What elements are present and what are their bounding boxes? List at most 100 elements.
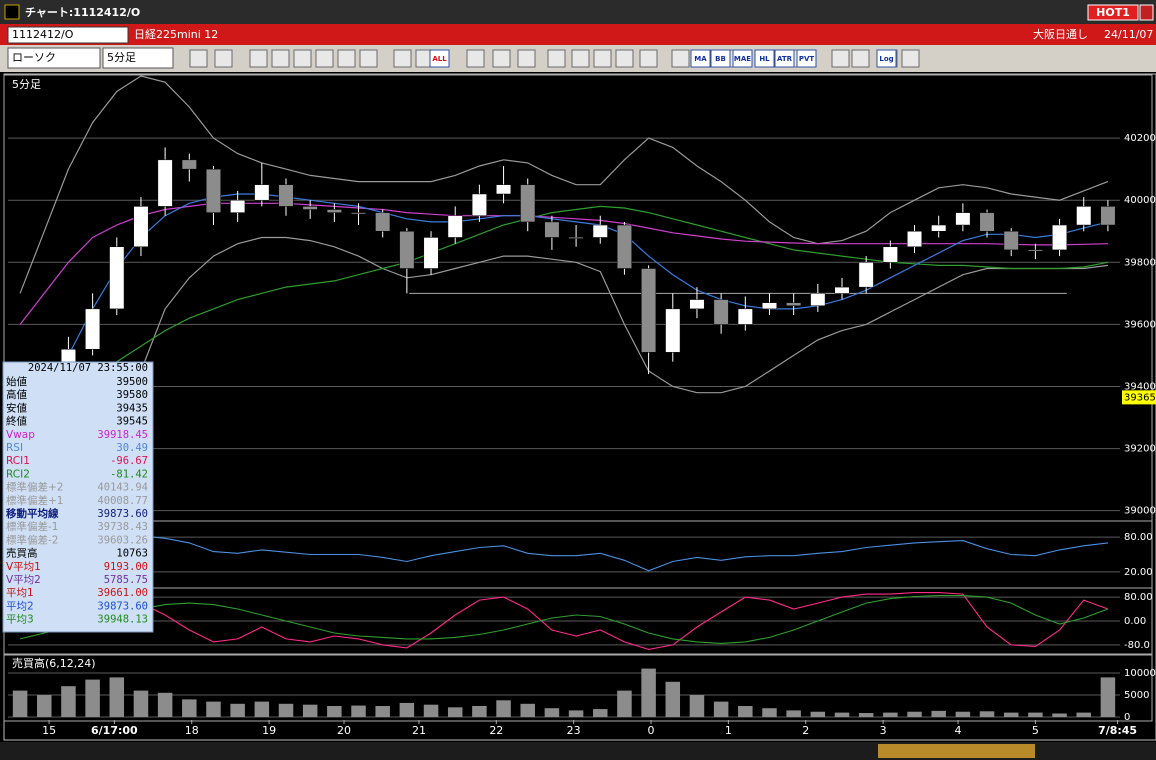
volume-bar — [1052, 713, 1067, 718]
toolbar-icon[interactable] — [851, 49, 870, 68]
candle-body — [641, 268, 657, 353]
toolbar-icon[interactable] — [293, 49, 312, 68]
chart-style: ローソク — [12, 51, 56, 64]
candle-body — [351, 212, 367, 214]
toolbar-icon[interactable] — [393, 49, 412, 68]
toolbar-icon[interactable] — [337, 49, 356, 68]
y-tick-label: 0.00 — [1124, 616, 1146, 627]
toolbar-icon[interactable] — [671, 49, 690, 68]
info-value: 40008.77 — [97, 495, 148, 507]
y-tick-label: 40000 — [1124, 195, 1156, 206]
toolbar-button[interactable] — [710, 49, 731, 68]
x-tick-label: 2 — [802, 724, 809, 737]
candle-body — [399, 230, 415, 269]
toolbar-icon[interactable] — [214, 49, 233, 68]
info-label: RSI — [6, 442, 23, 454]
series-line — [19, 205, 1109, 419]
y-tick-label: -80.0 — [1124, 640, 1150, 651]
info-value: 39435 — [116, 402, 148, 414]
x-tick-label: 4 — [955, 724, 962, 737]
x-tick-label: 19 — [262, 724, 276, 737]
volume-bar — [37, 694, 52, 718]
y-tick-label: 39800 — [1124, 257, 1156, 268]
candle-body — [471, 193, 487, 216]
info-label: 終値 — [6, 415, 27, 428]
toolbar-icon[interactable] — [315, 49, 334, 68]
info-label: 標準偏差-1 — [6, 520, 58, 533]
scroll-thumb[interactable] — [878, 744, 1035, 758]
volume-bar — [907, 711, 922, 718]
toolbar-icon[interactable] — [271, 49, 290, 68]
toolbar-button[interactable] — [754, 49, 775, 68]
chart-area — [3, 73, 1156, 741]
info-value: 39918.45 — [97, 429, 148, 441]
toolbar-icon[interactable] — [466, 49, 485, 68]
info-label: 移動平均線 — [6, 507, 59, 520]
volume-bar — [351, 705, 366, 718]
toolbar-button[interactable] — [429, 49, 450, 68]
toolbar-button[interactable] — [774, 49, 795, 68]
symbol-select[interactable] — [7, 26, 129, 44]
volume-bar — [713, 701, 729, 718]
toolbar-button[interactable] — [796, 49, 817, 68]
interval-select[interactable] — [102, 47, 174, 69]
volume-bar — [931, 710, 946, 718]
candle-body — [85, 308, 101, 350]
toolbar-button[interactable] — [876, 49, 897, 68]
toolbar-icon[interactable] — [615, 49, 634, 68]
candle-body — [447, 215, 463, 238]
candle-body — [1027, 249, 1043, 252]
candle-body — [592, 224, 608, 238]
toolbar-icon[interactable] — [359, 49, 378, 68]
y-tick-label: 80.00 — [1124, 532, 1153, 543]
close-button[interactable] — [1139, 4, 1154, 21]
toolbar-icon[interactable] — [571, 49, 590, 68]
y-tick-label: 39600 — [1124, 319, 1156, 330]
volume-bar — [786, 710, 801, 718]
info-label: 始値 — [6, 375, 27, 388]
toolbar-icon[interactable] — [492, 49, 511, 68]
candle-body — [109, 246, 125, 310]
x-tick-label: 5 — [1032, 724, 1039, 737]
window-title: チャート:1112412/O — [25, 6, 140, 19]
volume-bar — [61, 686, 76, 718]
toolbar-icon[interactable] — [831, 49, 850, 68]
info-value: 39545 — [116, 416, 148, 428]
x-tick-label: 22 — [489, 724, 503, 737]
panel-frame — [3, 654, 1153, 722]
toolbar-icon[interactable] — [639, 49, 658, 68]
toolbar-button-label: MAE — [734, 55, 751, 63]
volume-bar — [979, 711, 995, 718]
info-label: 安値 — [6, 401, 27, 414]
toolbar-button-label: PVT — [799, 55, 815, 63]
toolbar-icon[interactable] — [517, 49, 536, 68]
volume-bar — [133, 690, 149, 718]
info-panel — [2, 361, 154, 633]
toolbar-icon[interactable] — [547, 49, 566, 68]
info-value: 39500 — [116, 376, 148, 388]
toolbar-button[interactable] — [732, 49, 753, 68]
info-value: 39580 — [116, 389, 148, 401]
hot-badge[interactable] — [1087, 4, 1139, 21]
series-line — [20, 535, 1108, 572]
price-box-label: 39365 — [1124, 392, 1156, 403]
style-select[interactable] — [7, 47, 101, 69]
info-label: V平均1 — [6, 561, 41, 573]
x-tick-label: 7/8:45 — [1098, 724, 1137, 737]
y-tick-label: 39400 — [1124, 381, 1156, 392]
toolbar-icon[interactable] — [249, 49, 268, 68]
toolbar-icon[interactable] — [189, 49, 208, 68]
toolbar-button-label: ALL — [432, 55, 447, 63]
hot-badge-text: HOT1 — [1096, 6, 1130, 19]
info-label: RCI1 — [6, 455, 30, 467]
toolbar-button-label: ATR — [777, 55, 793, 63]
x-tick-label: 0 — [648, 724, 655, 737]
candle-body — [496, 184, 512, 195]
toolbar-icon[interactable] — [593, 49, 612, 68]
main-panel-label: 5分足 — [12, 78, 41, 91]
volume-bar — [157, 692, 173, 718]
info-value: 5785.75 — [104, 574, 148, 586]
info-datetime: 2024/11/07 23:55:00 — [28, 362, 148, 374]
toolbar-button[interactable] — [690, 49, 711, 68]
toolbar-icon[interactable] — [901, 49, 920, 68]
